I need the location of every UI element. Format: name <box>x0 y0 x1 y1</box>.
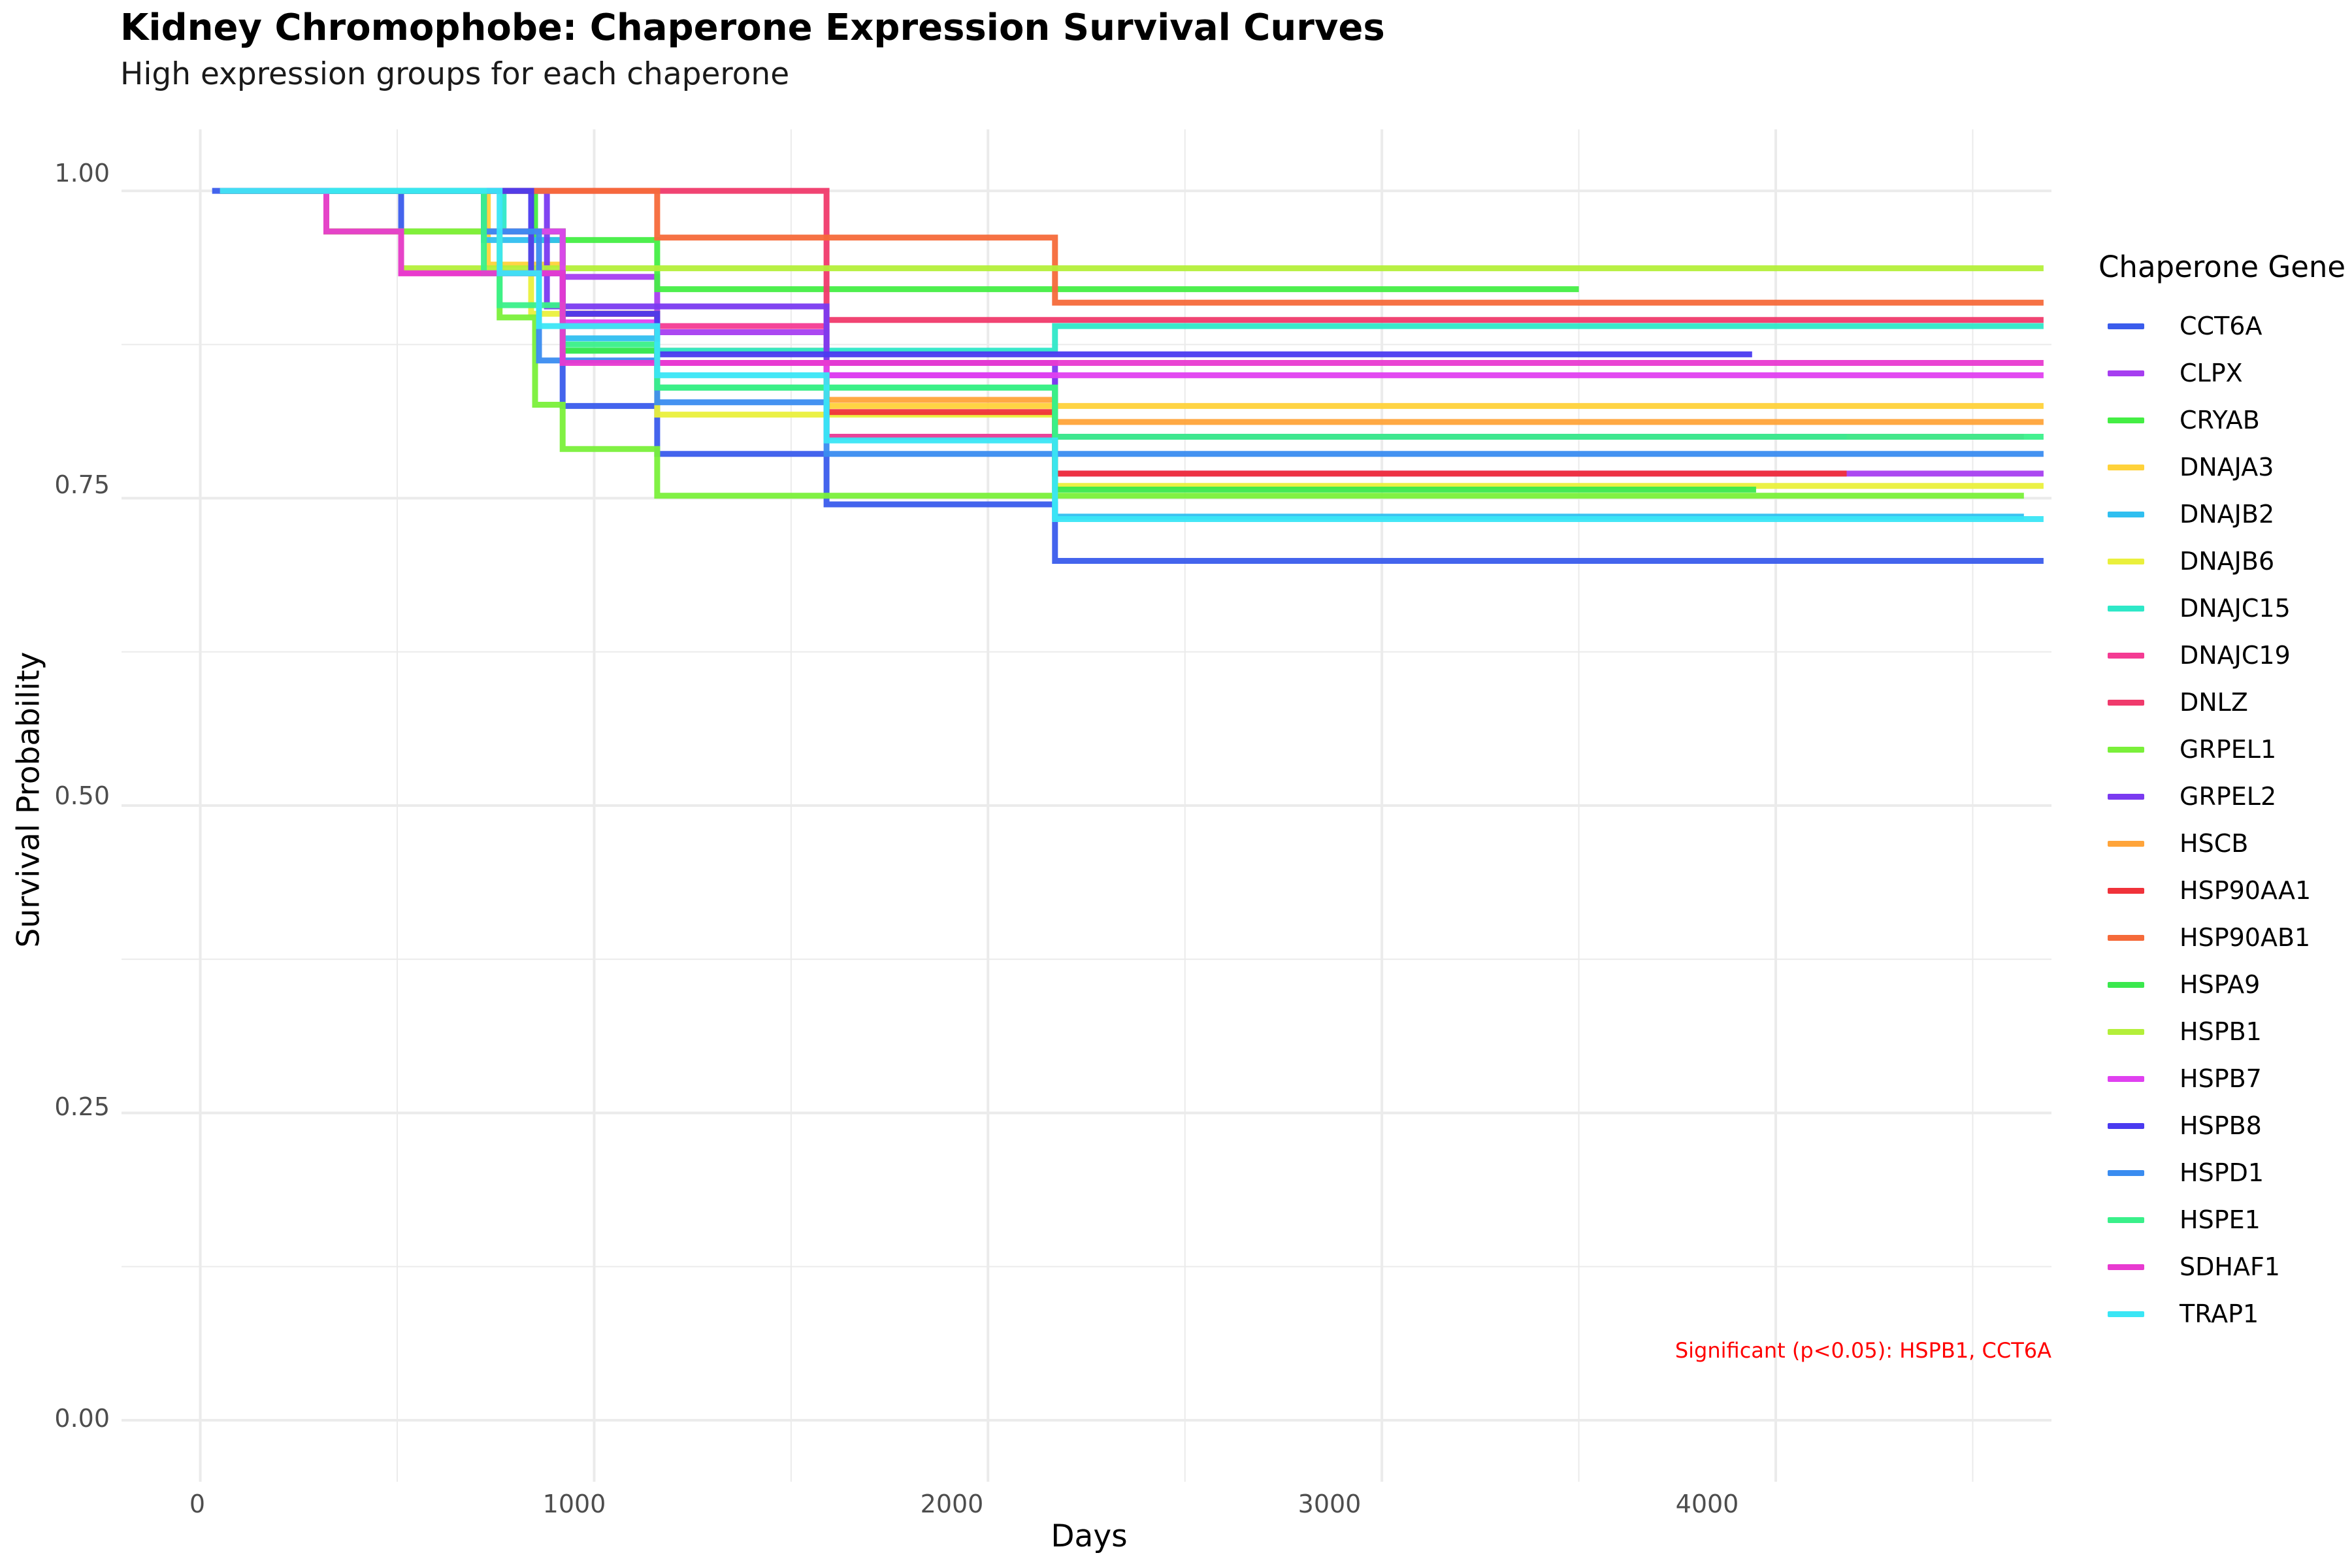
legend-key <box>2108 605 2144 612</box>
legend-item: SDHAF1 <box>2099 1243 2345 1290</box>
legend-item: HSP90AA1 <box>2099 867 2345 914</box>
legend-label: HSPB7 <box>2180 1064 2262 1093</box>
y-tick-label: 0.75 <box>54 470 110 499</box>
survival-curve-hspb7 <box>220 188 2044 378</box>
survival-curve-hspe1 <box>220 188 2044 440</box>
legend-label: CRYAB <box>2180 406 2260 434</box>
legend-key <box>2108 1028 2144 1035</box>
legend-label: DNAJB6 <box>2180 547 2275 576</box>
legend-key <box>2108 417 2144 423</box>
legend-item: CRYAB <box>2099 397 2345 444</box>
legend-key <box>2108 840 2144 847</box>
legend-key <box>2108 746 2144 753</box>
x-tick-label: 2000 <box>920 1490 984 1518</box>
legend-label: GRPEL1 <box>2180 735 2277 764</box>
legend-item: DNAJC19 <box>2099 632 2345 679</box>
legend-item: TRAP1 <box>2099 1290 2345 1337</box>
legend-key <box>2108 1169 2144 1176</box>
survival-curves <box>212 188 2044 564</box>
legend-label: HSP90AA1 <box>2180 876 2311 905</box>
legend-label: GRPEL2 <box>2180 782 2277 811</box>
legend-items: CCT6A CLPX CRYAB DNAJA3 DNAJB2 DNAJB6 DNAJC15 D… <box>2099 302 2345 1337</box>
chart-title: Kidney Chromophobe: Chaperone Expression… <box>120 7 1385 49</box>
y-tick-label: 0.50 <box>54 781 110 810</box>
legend-label: DNAJB2 <box>2180 500 2275 529</box>
legend-label: HSPB1 <box>2180 1017 2262 1046</box>
survival-curve-hsp90ab1 <box>220 188 2044 306</box>
legend-key <box>2108 558 2144 564</box>
legend-label: DNAJA3 <box>2180 453 2274 482</box>
x-axis-label: Days <box>1051 1518 1128 1554</box>
legend-title: Chaperone Gene <box>2099 250 2346 284</box>
legend-label: HSCB <box>2180 829 2249 858</box>
legend-item: CCT6A <box>2099 302 2345 350</box>
survival-curve-hscb <box>220 188 2044 425</box>
legend-key <box>2108 464 2144 470</box>
legend-label: HSPE1 <box>2180 1205 2261 1234</box>
legend-item: HSCB <box>2099 820 2345 867</box>
x-tick-label: 0 <box>189 1490 206 1518</box>
y-axis-label: Survival Probability <box>10 651 47 948</box>
legend-item: HSPA9 <box>2099 961 2345 1008</box>
legend-key <box>2108 887 2144 894</box>
legend-item: HSP90AB1 <box>2099 914 2345 961</box>
survival-curve-dnajb6 <box>220 188 2044 489</box>
significance-annotation: Significant (p<0.05): HSPB1, CCT6A <box>1674 1338 2051 1363</box>
legend-key <box>2108 1264 2144 1270</box>
legend-item: HSPE1 <box>2099 1196 2345 1243</box>
legend-key <box>2108 1311 2144 1317</box>
legend-item: CLPX <box>2099 350 2345 397</box>
legend-label: HSP90AB1 <box>2180 923 2311 952</box>
legend-item: HSPB1 <box>2099 1008 2345 1055</box>
legend-item: DNAJB2 <box>2099 491 2345 538</box>
legend-item: GRPEL1 <box>2099 726 2345 773</box>
legend-key <box>2108 934 2144 941</box>
legend-label: DNAJC15 <box>2180 594 2291 623</box>
y-tick-label: 0.25 <box>54 1092 110 1121</box>
survival-curve-trap1 <box>220 188 2044 522</box>
legend-item: HSPB8 <box>2099 1102 2345 1149</box>
legend-label: CCT6A <box>2180 312 2262 340</box>
legend-label: DNLZ <box>2180 688 2248 717</box>
legend-key <box>2108 511 2144 517</box>
legend-item: DNAJA3 <box>2099 444 2345 491</box>
legend-key <box>2108 1122 2144 1129</box>
legend-label: DNAJC19 <box>2180 641 2291 670</box>
y-tick-label: 0.00 <box>54 1404 110 1433</box>
legend-label: TRAP1 <box>2180 1299 2259 1328</box>
chart-subtitle: High expression groups for each chaperon… <box>120 56 790 92</box>
legend-key <box>2108 323 2144 329</box>
x-tick-label: 4000 <box>1675 1490 1739 1518</box>
legend-item: HSPB7 <box>2099 1055 2345 1102</box>
legend-key <box>2108 1075 2144 1082</box>
legend-key <box>2108 793 2144 800</box>
legend-item: DNAJB6 <box>2099 538 2345 585</box>
legend-label: SDHAF1 <box>2180 1252 2280 1281</box>
x-tick-label: 1000 <box>542 1490 606 1518</box>
legend-label: CLPX <box>2180 359 2243 387</box>
grid-lines <box>122 129 2051 1482</box>
legend: Chaperone Gene CCT6A CLPX CRYAB DNAJA3 DNAJB… <box>2099 250 2345 1337</box>
x-tick-label: 3000 <box>1298 1490 1362 1518</box>
legend-item: GRPEL2 <box>2099 773 2345 820</box>
legend-item: DNLZ <box>2099 679 2345 726</box>
legend-label: HSPA9 <box>2180 970 2261 999</box>
legend-label: HSPB8 <box>2180 1111 2262 1140</box>
legend-item: HSPD1 <box>2099 1149 2345 1196</box>
legend-key <box>2108 652 2144 659</box>
legend-key <box>2108 1217 2144 1223</box>
y-tick-label: 1.00 <box>54 159 110 188</box>
survival-curve-sdhaf1 <box>220 188 2044 366</box>
legend-label: HSPD1 <box>2180 1158 2264 1187</box>
legend-item: DNAJC15 <box>2099 585 2345 632</box>
legend-key <box>2108 981 2144 988</box>
legend-key <box>2108 370 2144 376</box>
legend-key <box>2108 699 2144 706</box>
